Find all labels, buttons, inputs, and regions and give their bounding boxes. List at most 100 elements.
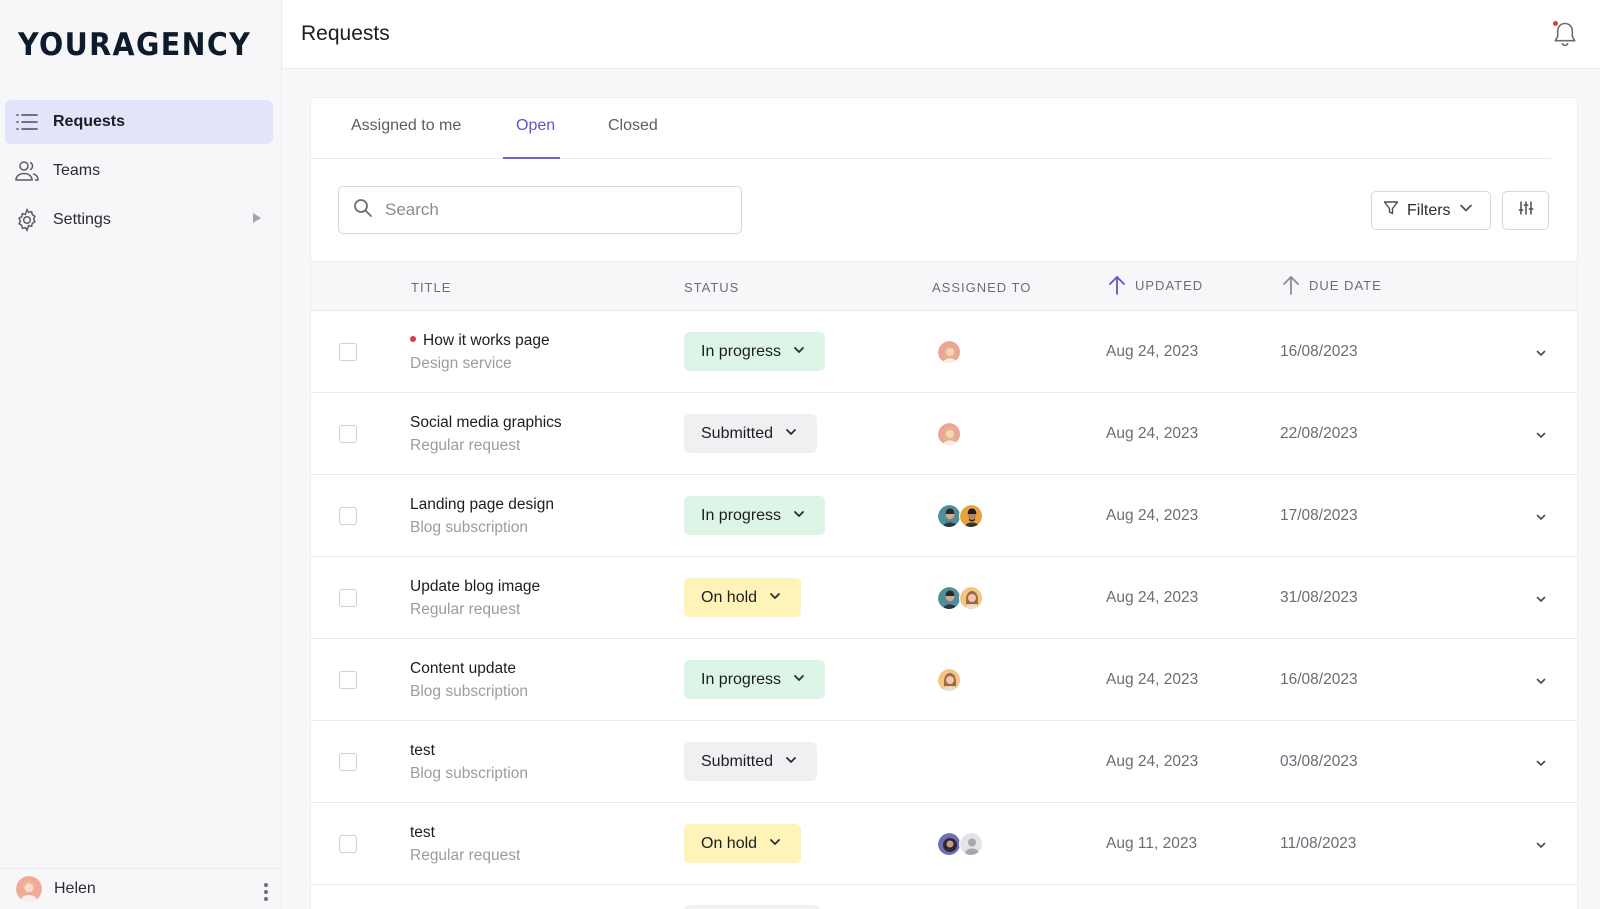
column-assigned-to[interactable]: ASSIGNED TO	[932, 280, 1032, 295]
search-box	[338, 186, 742, 234]
row-checkbox[interactable]	[339, 671, 357, 689]
sidebar: YOURAGENCY Requests Teams Settings Helen	[0, 0, 282, 909]
assignee-avatars	[937, 668, 961, 692]
request-type: Regular request	[410, 437, 521, 454]
column-title[interactable]: TITLE	[411, 280, 452, 295]
due-date: 11/08/2023	[1280, 835, 1357, 852]
chevron-down-icon	[769, 835, 781, 853]
updated-date: Aug 24, 2023	[1106, 425, 1199, 442]
row-checkbox[interactable]	[339, 425, 357, 443]
status-label: Submitted	[701, 424, 774, 442]
filters-button[interactable]: Filters	[1371, 191, 1491, 230]
table-row[interactable]: test Blog subscription Submitted Aug 24, 20…	[311, 721, 1577, 803]
expand-row-chevron-icon[interactable]	[1533, 591, 1549, 607]
request-title-text: test	[410, 824, 435, 841]
expand-row-chevron-icon[interactable]	[1533, 673, 1549, 689]
assignee-avatar[interactable]	[937, 586, 961, 610]
request-type: Design service	[410, 355, 512, 372]
chevron-down-icon	[793, 343, 805, 361]
status-badge	[684, 905, 820, 909]
column-settings-button[interactable]	[1502, 191, 1549, 230]
brand-logo[interactable]: YOURAGENCY	[18, 27, 252, 63]
status-dropdown[interactable]: In progress	[684, 332, 826, 371]
unread-dot	[410, 336, 416, 342]
request-title[interactable]: Content update	[410, 660, 516, 678]
request-title[interactable]: Landing page design	[410, 496, 554, 514]
table-row[interactable]: How it works page Design service In progre…	[311, 311, 1577, 393]
status-label: On hold	[701, 588, 758, 606]
assignee-avatar[interactable]	[937, 832, 961, 856]
chevron-down-icon	[793, 507, 805, 525]
request-title[interactable]: How it works page	[410, 332, 550, 350]
request-title[interactable]: Update blog image	[410, 578, 540, 596]
table-row[interactable]: Update blog image Regular request On hold A…	[311, 557, 1577, 639]
expand-row-chevron-icon[interactable]	[1533, 427, 1549, 443]
assignee-avatar[interactable]	[959, 586, 983, 610]
status-dropdown[interactable]: On hold	[684, 824, 802, 863]
request-title-text: Social media graphics	[410, 414, 562, 431]
chevron-down-icon	[785, 753, 797, 771]
row-checkbox[interactable]	[339, 589, 357, 607]
request-title-text: Content update	[410, 660, 517, 677]
request-title[interactable]: Social media graphics	[410, 414, 562, 432]
request-type: Blog subscription	[410, 683, 529, 700]
assignee-avatar[interactable]	[937, 422, 961, 446]
expand-row-chevron-icon[interactable]	[1533, 837, 1549, 853]
updated-date: Aug 24, 2023	[1106, 671, 1199, 688]
row-checkbox[interactable]	[339, 835, 357, 853]
row-checkbox[interactable]	[339, 343, 357, 361]
column-status[interactable]: STATUS	[684, 280, 740, 295]
column-updated[interactable]: UPDATED	[1108, 275, 1203, 295]
assignee-avatar[interactable]	[937, 668, 961, 692]
search-input[interactable]	[385, 200, 715, 220]
table-row[interactable]: Landing page design Blog subscription In p…	[311, 475, 1577, 557]
assignee-avatar[interactable]	[959, 504, 983, 528]
sidebar-item-settings[interactable]: Settings	[5, 198, 273, 242]
user-profile[interactable]: Helen	[0, 868, 282, 909]
assignee-avatar[interactable]	[959, 832, 983, 856]
request-title[interactable]: test	[410, 824, 435, 842]
expand-arrow-icon[interactable]	[253, 213, 261, 223]
status-dropdown[interactable]: In progress	[684, 660, 826, 699]
status-dropdown[interactable]: Submitted	[684, 742, 818, 781]
tab-closed[interactable]: Closed	[608, 117, 658, 134]
status-dropdown[interactable]: On hold	[684, 578, 802, 617]
updated-date: Aug 24, 2023	[1106, 507, 1199, 524]
chevron-down-icon	[769, 589, 781, 607]
request-title[interactable]: test	[410, 742, 435, 760]
expand-row-chevron-icon[interactable]	[1533, 509, 1549, 525]
sidebar-item-label: Requests	[53, 113, 126, 130]
due-date: 16/08/2023	[1280, 343, 1358, 360]
sidebar-item-teams[interactable]: Teams	[5, 149, 273, 193]
row-checkbox[interactable]	[339, 507, 357, 525]
assignee-avatar[interactable]	[937, 340, 961, 364]
gear-icon	[15, 208, 39, 232]
table-row[interactable]: test Regular request On hold Aug 11, 2023 11…	[311, 803, 1577, 885]
due-date: 22/08/2023	[1280, 425, 1358, 442]
tab-open[interactable]: Open	[502, 117, 561, 159]
notification-bell-icon[interactable]	[1552, 20, 1578, 48]
table-row[interactable]: Content update Blog subscription In progre…	[311, 639, 1577, 721]
expand-row-chevron-icon[interactable]	[1533, 345, 1549, 361]
assignee-avatar[interactable]	[937, 504, 961, 528]
updated-date: Aug 24, 2023	[1106, 589, 1199, 606]
column-due-date[interactable]: DUE DATE	[1282, 275, 1382, 295]
expand-row-chevron-icon[interactable]	[1533, 755, 1549, 771]
row-checkbox[interactable]	[339, 753, 357, 771]
status-dropdown[interactable]: Submitted	[684, 414, 818, 453]
sidebar-item-requests[interactable]: Requests	[5, 100, 273, 144]
column-updated-label: UPDATED	[1135, 277, 1204, 293]
assignee-avatars	[937, 504, 983, 528]
more-vertical-icon[interactable]	[264, 883, 268, 901]
request-type: Regular request	[410, 847, 521, 864]
tab-assigned-to-me[interactable]: Assigned to me	[351, 117, 462, 134]
sidebar-nav: Requests Teams Settings	[5, 100, 273, 247]
table-row[interactable]: Social media graphics Regular request Subm…	[311, 393, 1577, 475]
status-dropdown[interactable]: In progress	[684, 496, 826, 535]
tab-bar: Assigned to me Open Closed	[311, 98, 1551, 159]
column-due-date-label: DUE DATE	[1309, 277, 1382, 293]
status-label: On hold	[701, 834, 758, 852]
sort-ascending-icon	[1283, 276, 1299, 295]
request-title-text: Landing page design	[410, 496, 554, 513]
status-label: In progress	[701, 506, 782, 524]
